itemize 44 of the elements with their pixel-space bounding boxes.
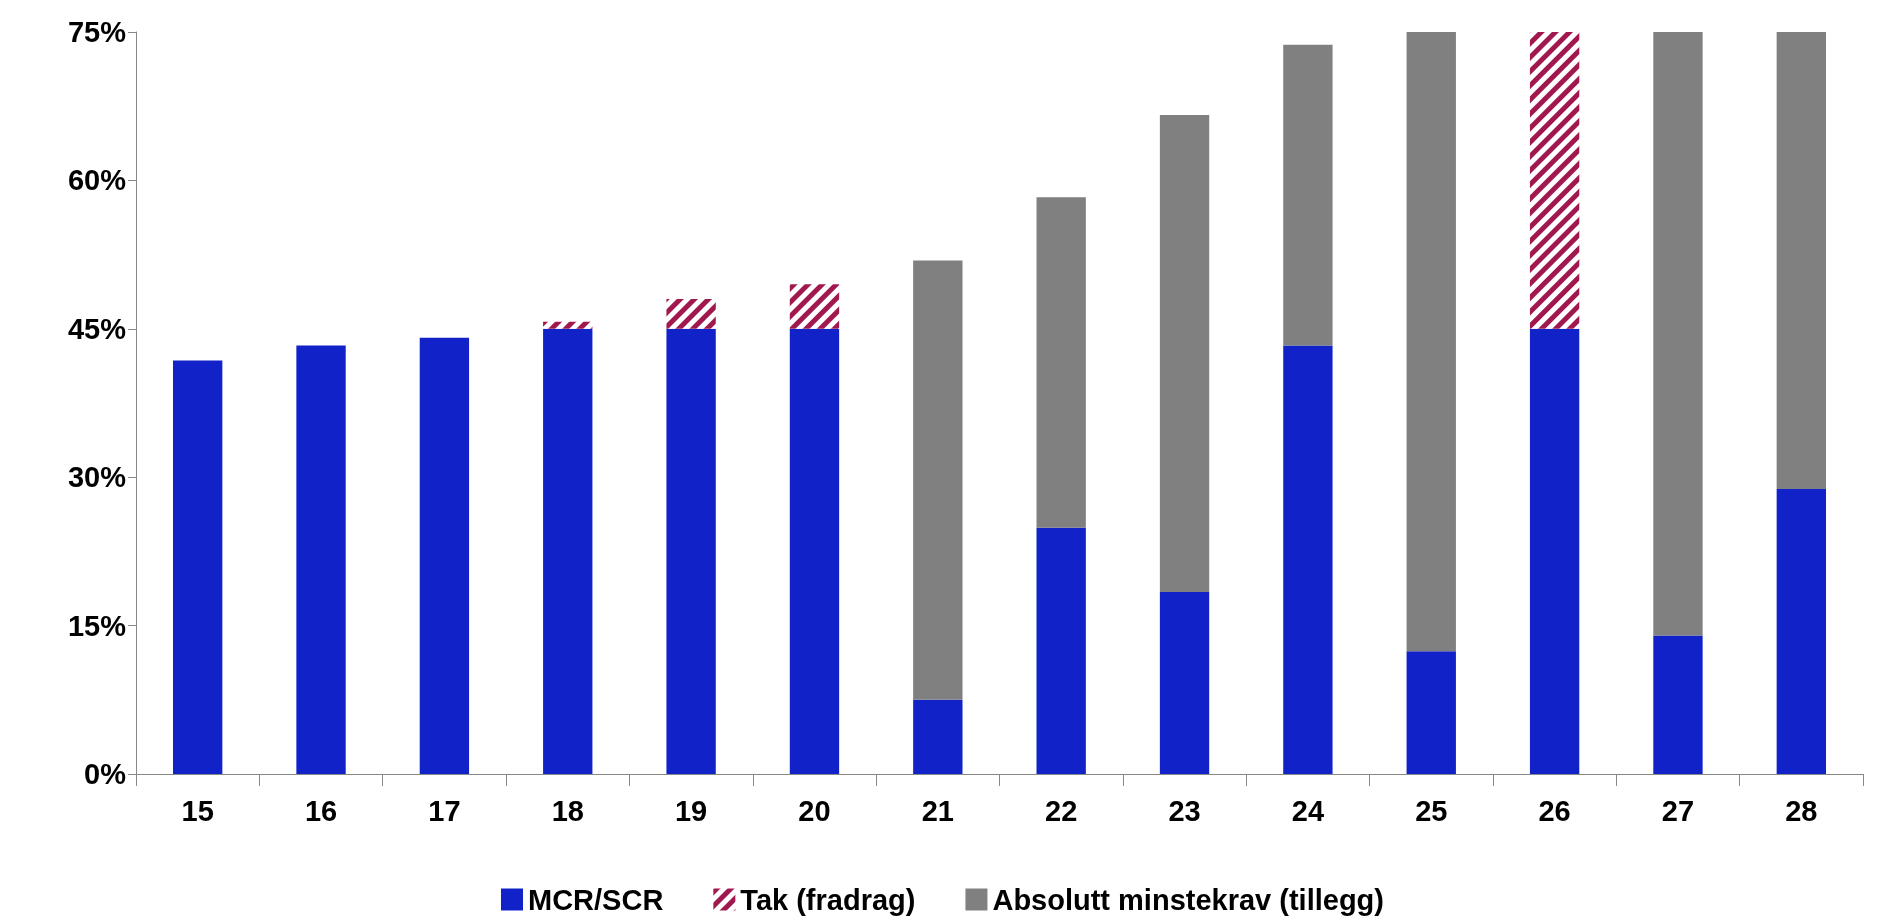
- bar: [1406, 32, 1456, 652]
- y-tick-label: 0%: [84, 758, 127, 790]
- x-tick-label: 26: [1538, 794, 1571, 827]
- x-tick-label: 20: [798, 794, 831, 827]
- x-tick-label: 17: [428, 794, 461, 827]
- bar: [913, 260, 963, 700]
- y-tick-label: 60%: [67, 164, 127, 197]
- legend-label: MCR/SCR: [528, 883, 664, 916]
- bar: [913, 699, 963, 774]
- x-tick-label: 24: [1291, 794, 1325, 827]
- bar: [1159, 591, 1210, 774]
- x-tick-label: 18: [551, 794, 584, 827]
- x-tick-label: 23: [1168, 794, 1201, 827]
- bar: [419, 337, 470, 774]
- x-tick-label: 15: [181, 794, 214, 827]
- bar: [1776, 32, 1826, 490]
- bar: [1036, 527, 1086, 774]
- y-tick-label: 15%: [67, 609, 127, 642]
- legend-label: Tak (fradrag): [740, 883, 916, 916]
- bar: [543, 328, 593, 774]
- bar: [1653, 32, 1703, 636]
- bar: [1529, 328, 1580, 774]
- bar: [296, 345, 346, 774]
- bar: [173, 360, 223, 774]
- x-tick-label: 28: [1785, 794, 1818, 827]
- y-tick-label: 30%: [67, 461, 127, 494]
- x-tick-label: 25: [1415, 794, 1448, 827]
- x-tick-label: 27: [1661, 794, 1695, 827]
- x-tick-label: 19: [674, 794, 708, 827]
- x-tick-label: 21: [921, 794, 954, 827]
- x-tick-label: 16: [304, 794, 338, 827]
- legend-label: Absolutt minstekrav (tillegg): [992, 883, 1384, 916]
- x-tick-label: 22: [1045, 794, 1078, 827]
- y-tick-label: 45%: [67, 312, 127, 345]
- bar: [1159, 115, 1210, 592]
- bar: [1406, 651, 1456, 774]
- bar: [1283, 345, 1333, 774]
- bar: [789, 328, 840, 774]
- bar: [1776, 489, 1826, 774]
- bar: [1653, 635, 1703, 774]
- bar: [666, 328, 716, 774]
- bar: [1283, 44, 1333, 346]
- bar: [1036, 197, 1086, 528]
- y-tick-label: 75%: [67, 16, 127, 48]
